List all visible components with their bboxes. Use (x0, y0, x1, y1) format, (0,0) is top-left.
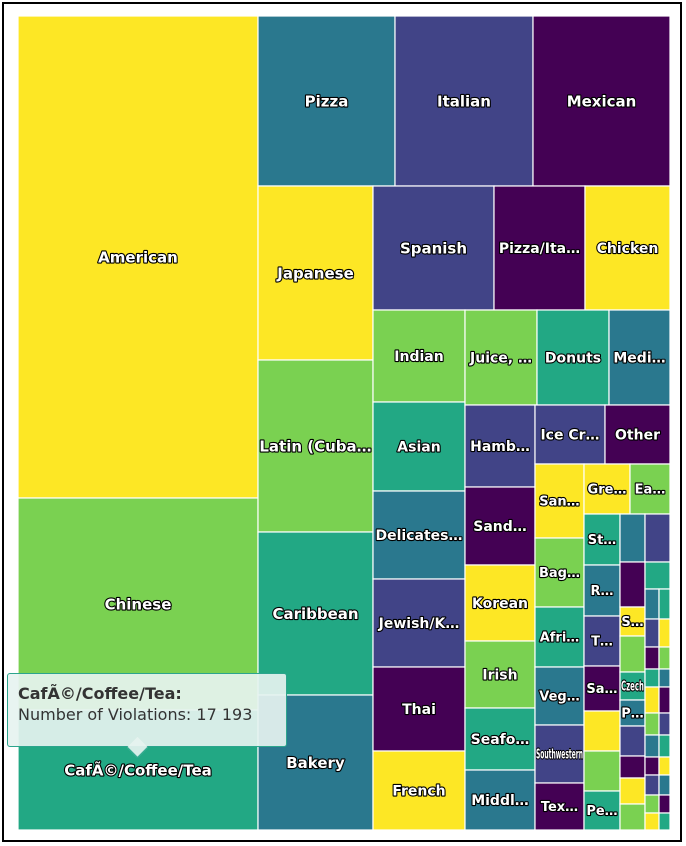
tooltip-value: Number of Violations: 17 193 (18, 705, 253, 724)
treemap-cell-american[interactable] (17, 15, 259, 499)
treemap-cell-hamb[interactable] (464, 404, 536, 488)
treemap-cell-s[interactable] (619, 606, 646, 637)
treemap-cell-small-74[interactable] (658, 774, 671, 796)
treemap-cell-seafo[interactable] (464, 707, 536, 771)
treemap-cell-southwestern[interactable] (534, 724, 585, 784)
treemap-cell-small-77[interactable] (644, 812, 660, 831)
treemap-cell-latin-cuba[interactable] (257, 359, 374, 533)
treemap-cell-irish[interactable] (464, 640, 536, 709)
treemap-cell-small-54[interactable] (619, 755, 646, 779)
treemap-cell-small-71[interactable] (644, 756, 660, 776)
treemap-cell-small-47[interactable] (619, 561, 646, 608)
treemap-cell-korean[interactable] (464, 564, 536, 642)
treemap-cell-small-60[interactable] (658, 618, 671, 648)
treemap-cell-small-78[interactable] (658, 812, 671, 831)
treemap-cell-donuts[interactable] (536, 309, 610, 406)
treemap-cell-small-62[interactable] (658, 646, 671, 670)
treemap-cell-sa[interactable] (583, 665, 621, 712)
treemap-cell-t[interactable] (583, 615, 621, 667)
treemap-cell-small-69[interactable] (644, 734, 660, 758)
treemap-cell-gre[interactable] (583, 463, 631, 515)
treemap-cell-small-61[interactable] (644, 646, 660, 670)
treemap-cell-juice[interactable] (464, 309, 538, 406)
treemap-cell-small-67[interactable] (644, 712, 660, 736)
treemap-cell-ea[interactable] (629, 463, 671, 515)
treemap-cell-san[interactable] (534, 463, 585, 539)
treemap-cell-small-53[interactable] (619, 725, 646, 757)
treemap-cell-small-46[interactable] (644, 513, 671, 563)
treemap-cell-czech[interactable] (619, 671, 646, 701)
treemap-cell-small-59[interactable] (644, 618, 660, 648)
treemap-cell-small-58[interactable] (658, 588, 671, 620)
treemap-cell-chicken[interactable] (584, 185, 671, 311)
treemap-cell-mexican[interactable] (532, 15, 671, 187)
treemap-cell-small-45[interactable] (619, 513, 646, 563)
treemap-cell-small-65[interactable] (644, 686, 660, 714)
treemap-cell-small-63[interactable] (644, 668, 660, 688)
treemap-cell-pizza-ita[interactable] (493, 185, 586, 311)
treemap-cell-other[interactable] (604, 404, 671, 465)
treemap-cell-r[interactable] (583, 564, 621, 617)
treemap-cell-small-73[interactable] (644, 774, 660, 796)
treemap-cell-p[interactable] (619, 699, 646, 727)
treemap-cell-small-66[interactable] (658, 686, 671, 714)
treemap-cell-small-48[interactable] (644, 561, 671, 590)
treemap-cell-indian[interactable] (372, 309, 466, 403)
treemap-cell-caribbean[interactable] (257, 531, 374, 696)
treemap-cell-pizza[interactable] (257, 15, 396, 187)
treemap-cell-jewish-k[interactable] (372, 578, 466, 668)
treemap-cell-medi[interactable] (608, 309, 671, 406)
treemap-cell-french[interactable] (372, 750, 466, 831)
treemap-cell-small-68[interactable] (658, 712, 671, 736)
treemap-cell-small-50[interactable] (619, 635, 646, 673)
treemap-cell-middl[interactable] (464, 769, 536, 831)
treemap-cell-ice-cr[interactable] (534, 404, 606, 465)
treemap-cell-veg[interactable] (534, 666, 585, 726)
treemap-cell-small-64[interactable] (658, 668, 671, 688)
treemap-cell-small-55[interactable] (619, 777, 646, 805)
treemap-cell-pe[interactable] (583, 790, 621, 831)
treemap-cell-st[interactable] (583, 513, 621, 566)
treemap-cell-delicates[interactable] (372, 490, 466, 580)
treemap-cell-small-75[interactable] (644, 794, 660, 814)
treemap-cell-italian[interactable] (394, 15, 534, 187)
treemap-cell-small-72[interactable] (658, 756, 671, 776)
hover-tooltip: CafÃ©/Coffee/Tea: Number of Violations: … (7, 673, 287, 759)
treemap-cell-small-43[interactable] (583, 750, 621, 792)
treemap-cell-spanish[interactable] (372, 185, 495, 311)
treemap-cell-small-76[interactable] (658, 794, 671, 814)
treemap-cell-small-70[interactable] (658, 734, 671, 758)
treemap-cell-thai[interactable] (372, 666, 466, 752)
treemap-cell-tex[interactable] (534, 782, 585, 831)
treemap-cell-japanese[interactable] (257, 185, 374, 361)
treemap-cell-small-42[interactable] (583, 710, 621, 752)
treemap-cell-small-57[interactable] (644, 588, 660, 620)
tooltip-title: CafÃ©/Coffee/Tea: (18, 684, 182, 703)
treemap-cell-asian[interactable] (372, 401, 466, 492)
treemap-cell-small-56[interactable] (619, 803, 646, 831)
treemap-cell-sand[interactable] (464, 486, 536, 566)
treemap-cell-bag[interactable] (534, 537, 585, 608)
treemap-cell-afri[interactable] (534, 606, 585, 668)
